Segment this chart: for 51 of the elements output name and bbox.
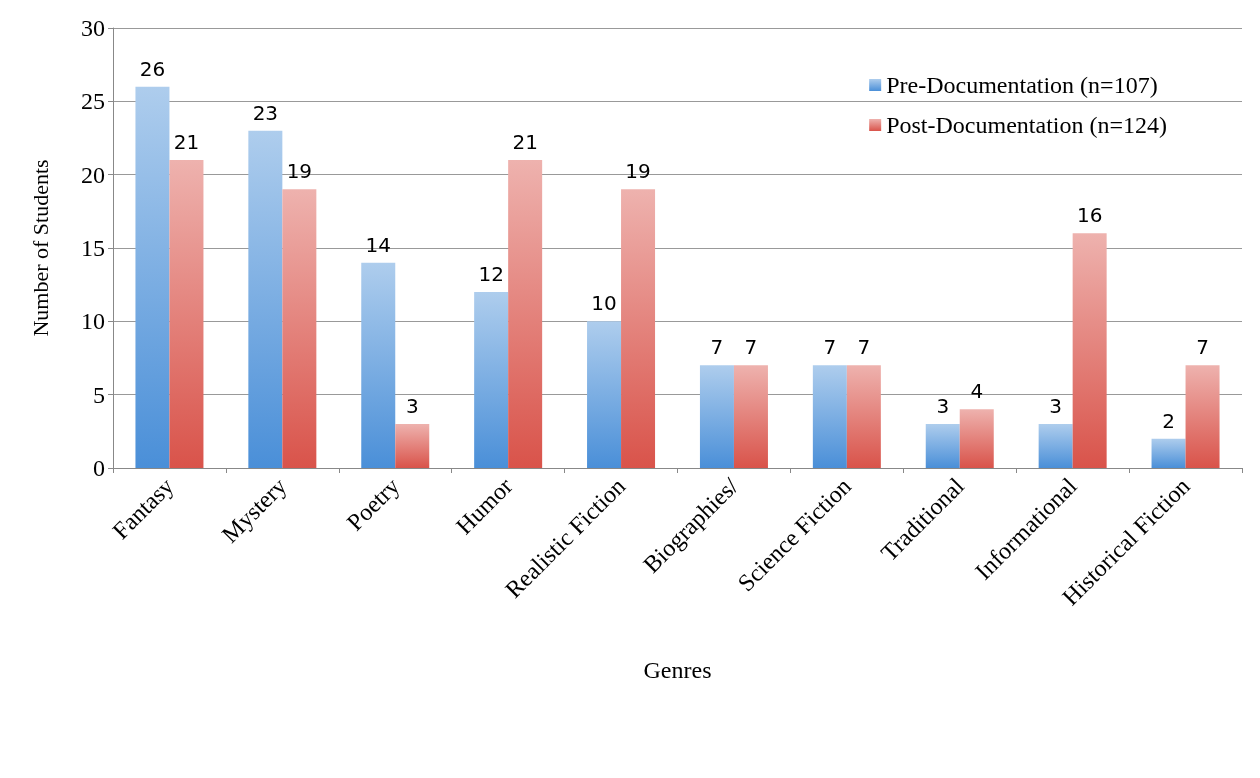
data-label: 10 [591, 291, 617, 316]
data-label: 2 [1162, 408, 1175, 433]
bar [1151, 438, 1186, 468]
x-axis-title: Genres [643, 657, 712, 683]
data-label: 23 [252, 100, 279, 125]
y-tick-label: 30 [81, 15, 105, 41]
y-axis-title: Number of Students [27, 159, 53, 337]
data-label: 7 [823, 335, 837, 360]
data-label: 19 [286, 159, 313, 184]
bar [846, 365, 881, 468]
bar [1038, 424, 1073, 468]
bar [925, 424, 960, 468]
bar [248, 130, 283, 468]
data-label: 7 [710, 335, 724, 360]
data-label: 7 [857, 335, 871, 360]
data-label: 12 [478, 262, 504, 286]
data-label: 14 [365, 232, 391, 257]
bar [733, 365, 768, 468]
data-label: 19 [625, 159, 651, 184]
y-tick-label: 20 [81, 161, 105, 188]
data-label: 4 [970, 379, 984, 404]
bar [169, 160, 204, 468]
data-label: 3 [405, 394, 419, 418]
bar [812, 365, 847, 468]
bar [699, 365, 734, 468]
bar [474, 292, 509, 468]
bar [395, 424, 430, 468]
y-tick-label: 5 [93, 381, 105, 408]
legend-label: Pre-Documentation (n=107) [886, 72, 1158, 98]
bar [282, 189, 317, 468]
data-label: 7 [744, 335, 758, 360]
bar [135, 86, 170, 468]
data-label: 21 [512, 130, 538, 154]
y-tick-label: 25 [81, 88, 105, 115]
data-label: 21 [173, 130, 200, 154]
data-label: 16 [1076, 203, 1103, 228]
bar [959, 409, 994, 468]
legend-label: Post-Documentation (n=124) [886, 112, 1167, 138]
bar [587, 321, 622, 468]
bar [621, 189, 656, 468]
data-label: 26 [139, 56, 166, 81]
y-tick-label: 15 [81, 235, 105, 261]
bar [508, 160, 543, 468]
data-label: 7 [1196, 335, 1209, 360]
y-tick-label: 10 [81, 308, 105, 335]
bar [1072, 233, 1107, 468]
data-label: 3 [936, 394, 950, 418]
bar [361, 262, 396, 468]
y-tick-label: 0 [93, 455, 105, 481]
bar [1185, 365, 1220, 468]
data-label: 3 [1049, 394, 1063, 418]
